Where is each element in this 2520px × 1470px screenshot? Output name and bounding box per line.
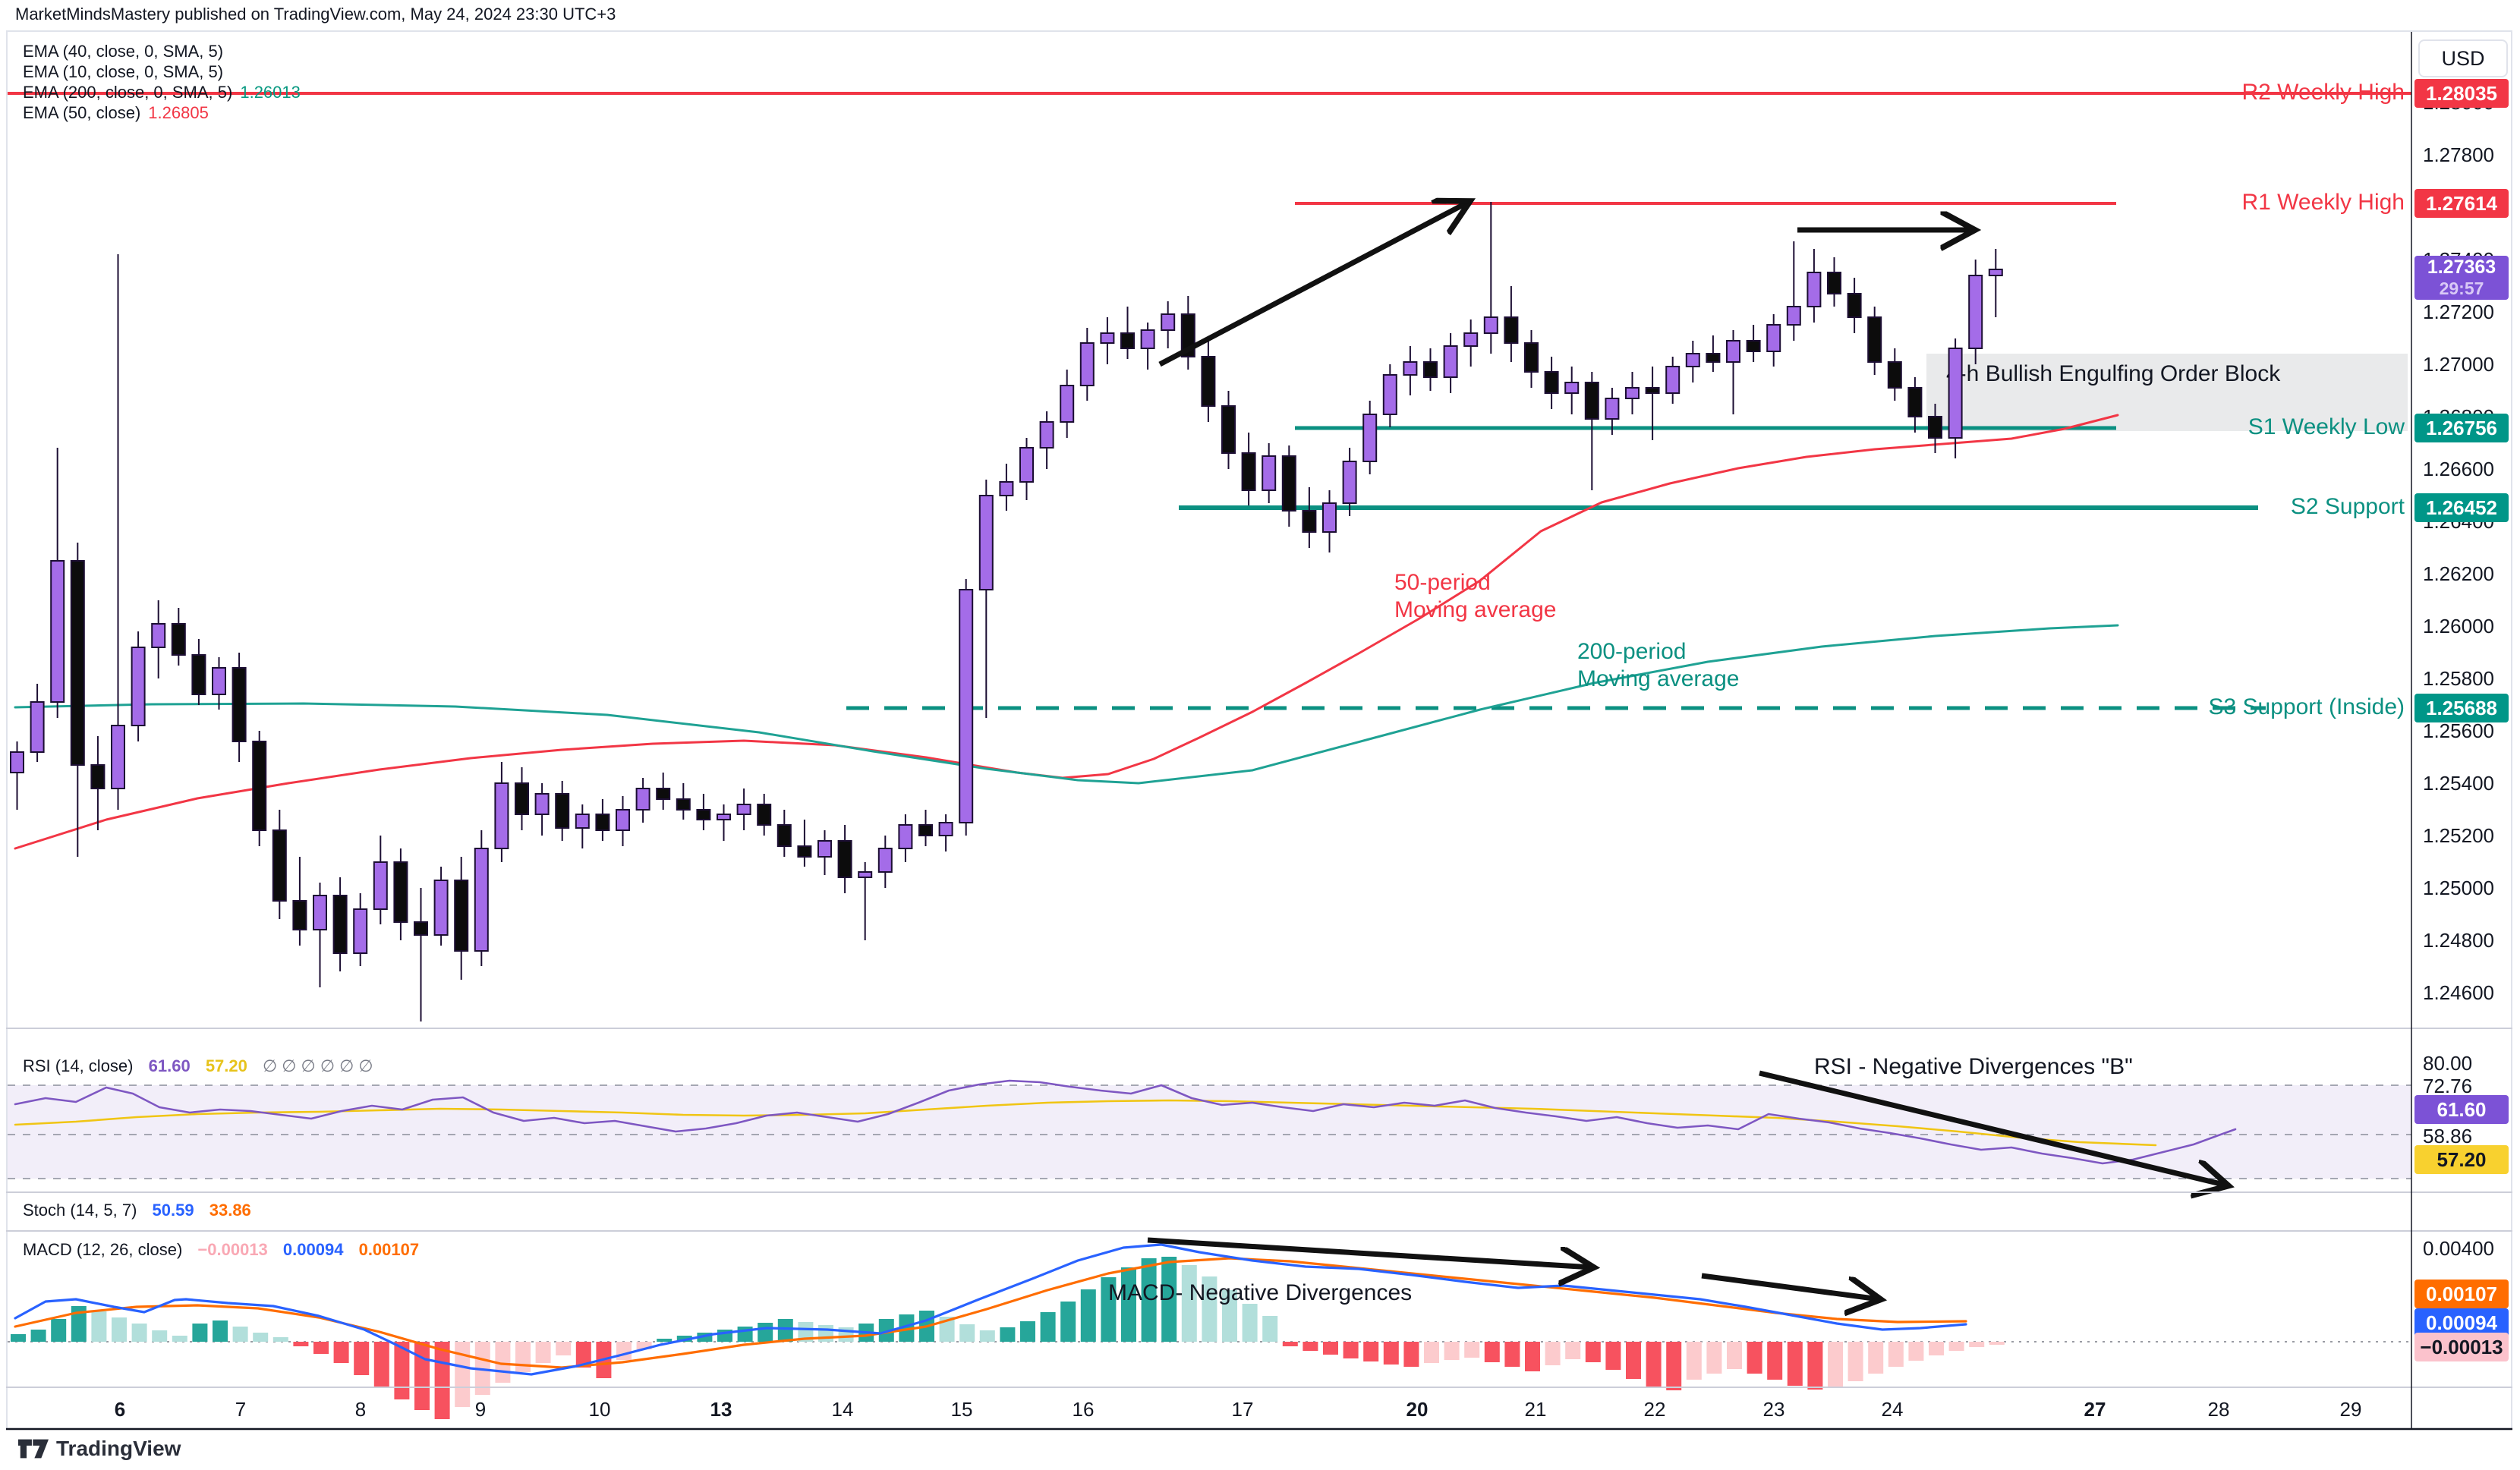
rsi-tick-7276: 72.76 (2423, 1075, 2473, 1097)
macd-hist-value: −0.00013 (197, 1240, 268, 1259)
time-axis-day-23[interactable]: 23 (1762, 1398, 1785, 1421)
level-label-r1: R1 Weekly High (2241, 190, 2405, 215)
macd-legend[interactable]: MACD (12, 26, close) −0.00013 0.00094 0.… (23, 1240, 419, 1260)
time-axis-day-7[interactable]: 7 (235, 1398, 247, 1421)
current-price: 1.27363 (2427, 257, 2496, 278)
stoch-k-value: 50.59 (152, 1201, 194, 1220)
rsi-legend[interactable]: RSI (14, close) 61.60 57.20 ∅ ∅ ∅ ∅ ∅ ∅ (23, 1056, 373, 1076)
time-axis-day-24[interactable]: 24 (1881, 1398, 1904, 1421)
price-axis-tick: 1.25200 (2423, 824, 2494, 847)
level-label-s1: S1 Weekly Low (2248, 414, 2405, 439)
support-resistance-lines[interactable] (8, 92, 2411, 710)
level-badge-s1: 1.26756 (2414, 414, 2509, 442)
macd-hist-badge: −0.00013 (2414, 1333, 2509, 1361)
macd-tick-400: 0.00400 (2423, 1237, 2494, 1260)
rsi-pane-plot (8, 1070, 2411, 1185)
currency-toggle-button[interactable]: USD (2418, 39, 2508, 77)
rsi-empty-slots: ∅ ∅ ∅ ∅ ∅ ∅ (263, 1056, 373, 1075)
rsi-tick-80: 80.00 (2423, 1052, 2473, 1075)
time-axis-day-28[interactable]: 28 (2207, 1398, 2230, 1421)
time-axis-day-22[interactable]: 22 (1643, 1398, 1666, 1421)
tradingview-brand-label: TradingView (56, 1437, 181, 1460)
price-axis-tick: 1.25800 (2423, 667, 2494, 690)
moving-average-lines (14, 414, 2119, 850)
rsi-ma-badge: 57.20 (2414, 1145, 2509, 1174)
price-axis-tick: 1.25600 (2423, 719, 2494, 742)
macd-divergence-annotation: MACD- Negative Divergences (1108, 1280, 1413, 1305)
time-axis-day-16[interactable]: 16 (1072, 1398, 1095, 1421)
time-axis-day-13[interactable]: 13 (710, 1398, 732, 1421)
trendline-arrows[interactable] (1158, 202, 1973, 367)
stoch-legend-title: Stoch (14, 5, 7) (23, 1201, 137, 1220)
macd-badge: 0.00094 (2414, 1308, 2509, 1337)
candlesticks[interactable] (10, 202, 2003, 1021)
rsi-ma-value: 57.20 (205, 1056, 247, 1075)
rsi-badge: 61.60 (2414, 1095, 2509, 1124)
price-axis-tick: 1.24600 (2423, 981, 2494, 1004)
price-axis-tick: 1.24800 (2423, 929, 2494, 952)
level-badge-s3: 1.25688 (2414, 694, 2509, 722)
footer-attribution[interactable]: TradingView (18, 1437, 181, 1461)
time-axis-day-8[interactable]: 8 (354, 1398, 367, 1421)
price-axis-tick: 1.27800 (2423, 143, 2494, 166)
level-label-r2: R2 Weekly High (2241, 80, 2405, 105)
macd-pane-plot (8, 1237, 2411, 1419)
time-axis-day-10[interactable]: 10 (588, 1398, 611, 1421)
publication-byline: MarketMindsMastery published on TradingV… (15, 5, 616, 24)
rsi-value: 61.60 (148, 1056, 191, 1075)
level-label-s2: S2 Support (2290, 494, 2405, 519)
price-axis-tick: 1.26000 (2423, 615, 2494, 637)
level-badge-r1: 1.27614 (2414, 189, 2509, 218)
level-badge-s2: 1.26452 (2414, 493, 2509, 522)
time-axis-day-29[interactable]: 29 (2339, 1398, 2362, 1421)
stoch-legend[interactable]: Stoch (14, 5, 7) 50.59 33.86 (23, 1201, 251, 1220)
legend-ema50[interactable]: EMA (50, close) (23, 103, 141, 122)
legend-ema40[interactable]: EMA (40, close, 0, SMA, 5) (23, 42, 224, 61)
time-axis-day-17[interactable]: 17 (1231, 1398, 1254, 1421)
price-axis-tick: 1.25400 (2423, 772, 2494, 795)
price-axis-tick: 1.25000 (2423, 877, 2494, 899)
rsi-tick-5886: 58.86 (2423, 1125, 2473, 1147)
price-axis-tick: 1.26600 (2423, 458, 2494, 480)
current-price-badge: 1.27363 29:57 (2414, 256, 2509, 300)
order-block-label: 4-h Bullish Engulfing Order Block (1946, 361, 2281, 386)
macd-legend-title: MACD (12, 26, close) (23, 1240, 183, 1259)
level-label-s3: S3 Support (Inside) (2208, 694, 2405, 719)
indicator-legend[interactable]: EMA (40, close, 0, SMA, 5) EMA (10, clos… (23, 41, 301, 123)
legend-ema200[interactable]: EMA (200, close, 0, SMA, 5) (23, 83, 233, 102)
price-axis-tick: 1.27200 (2423, 301, 2494, 323)
time-axis-day-20[interactable]: 20 (1406, 1398, 1429, 1421)
price-axis-tick: 1.26200 (2423, 562, 2494, 585)
macd-signal-badge: 0.00107 (2414, 1280, 2509, 1308)
ma200-annotation: 200-period Moving average (1577, 639, 1740, 691)
macd-value: 0.00094 (282, 1240, 344, 1259)
time-axis-day-15[interactable]: 15 (950, 1398, 973, 1421)
pane-separators (6, 32, 2512, 1431)
time-axis-day-14[interactable]: 14 (831, 1398, 854, 1421)
stoch-d-value: 33.86 (209, 1201, 251, 1220)
legend-ema10[interactable]: EMA (10, close, 0, SMA, 5) (23, 62, 224, 81)
ma50-annotation: 50-period Moving average (1394, 570, 1557, 622)
order-block-zone[interactable]: 4-h Bullish Engulfing Order Block (1926, 354, 2408, 431)
macd-signal-value: 0.00107 (358, 1240, 420, 1259)
tradingview-logo-icon (18, 1439, 49, 1459)
legend-ema200-value: 1.26013 (240, 83, 301, 102)
time-axis-day-27[interactable]: 27 (2084, 1398, 2106, 1421)
price-axis-tick: 1.27000 (2423, 353, 2494, 376)
level-badge-r2: 1.28035 (2414, 79, 2509, 108)
legend-ema50-value: 1.26805 (148, 103, 209, 122)
rsi-legend-title: RSI (14, close) (23, 1056, 134, 1075)
rsi-divergence-annotation: RSI - Negative Divergences "B" (1814, 1054, 2133, 1079)
time-axis-day-6[interactable]: 6 (114, 1398, 126, 1421)
bar-countdown: 29:57 (2439, 279, 2484, 298)
time-axis-day-21[interactable]: 21 (1524, 1398, 1547, 1421)
time-axis-day-9[interactable]: 9 (474, 1398, 487, 1421)
